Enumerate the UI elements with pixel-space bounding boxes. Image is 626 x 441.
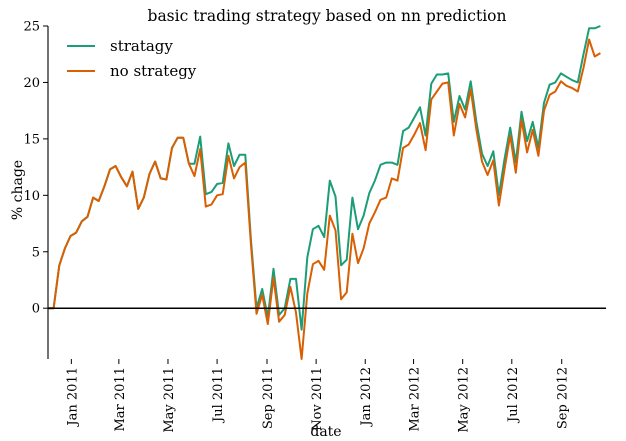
x-tick-label: Jul 2011 — [211, 367, 226, 424]
legend-label: no strategy — [110, 62, 197, 80]
x-tick-label: Sep 2012 — [556, 367, 571, 429]
x-tick-label: May 2012 — [457, 367, 472, 433]
y-tick-label: 20 — [23, 76, 40, 91]
y-tick-label: 15 — [23, 132, 40, 147]
x-axis-ticks: Jan 2011 Mar 2011 May 2011 Jul 2011 Sep 2011… — [65, 359, 571, 433]
series-line-no-strategy — [48, 38, 601, 360]
x-tick-label: Sep 2011 — [261, 367, 276, 429]
y-axis-title: % chage — [10, 160, 26, 220]
y-axis-ticks: 0 5 10 15 20 25 — [23, 20, 48, 317]
x-tick-label: Jan 2012 — [359, 367, 374, 428]
x-tick-label: Nov 2011 — [310, 367, 325, 431]
y-tick-label: 25 — [23, 20, 40, 35]
x-tick-label: Jul 2012 — [506, 367, 521, 424]
y-tick-label: 0 — [32, 302, 40, 317]
x-tick-label: Mar 2012 — [408, 367, 423, 432]
x-tick-label: May 2011 — [162, 367, 177, 433]
y-tick-label: 10 — [23, 189, 40, 204]
x-tick-label: Jan 2011 — [65, 367, 80, 428]
legend: stratagy no strategy — [67, 37, 197, 80]
series-layer — [48, 25, 601, 360]
x-tick-label: Mar 2011 — [113, 367, 128, 432]
x-axis-title: date — [310, 424, 341, 440]
legend-label: stratagy — [110, 37, 173, 55]
y-tick-label: 5 — [32, 245, 40, 260]
chart-title: basic trading strategy based on nn predi… — [148, 7, 507, 25]
